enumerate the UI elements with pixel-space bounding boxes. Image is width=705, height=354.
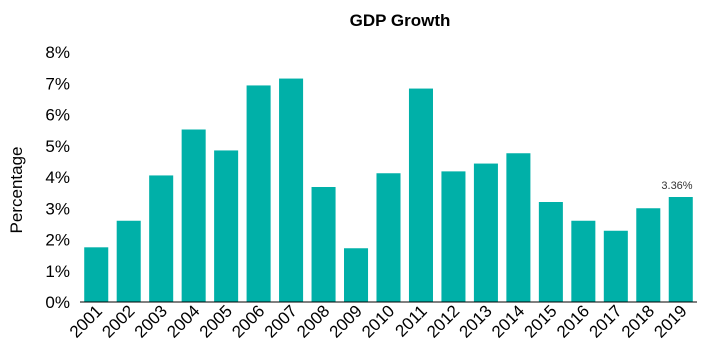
x-axis-ticks: 2001200220032004200520062007200820092010… — [66, 301, 691, 341]
bar-2016 — [571, 220, 596, 302]
bar-2012 — [441, 171, 466, 302]
bar-2010 — [376, 173, 401, 302]
x-tick-label: 2010 — [358, 301, 398, 341]
x-tick-label: 2016 — [553, 301, 593, 341]
x-tick-label: 2011 — [392, 301, 431, 340]
y-tick-label: 2% — [45, 231, 70, 250]
y-axis-ticks: 0% 1% 2% 3% 4% 5% 6% 7% 8% — [45, 43, 70, 312]
bar-2011 — [408, 88, 433, 302]
x-tick-label: 2009 — [326, 301, 366, 341]
bar-2008 — [311, 187, 336, 302]
bar-2005 — [214, 150, 239, 302]
x-tick-label: 2002 — [98, 301, 138, 341]
y-tick-label: 3% — [45, 199, 70, 218]
bars — [84, 78, 693, 302]
chart-title: GDP Growth — [350, 11, 451, 30]
y-tick-label: 4% — [45, 168, 70, 187]
bar-2013 — [473, 163, 498, 302]
x-tick-label: 2015 — [521, 301, 561, 341]
y-tick-label: 6% — [45, 106, 70, 125]
bar-2019 — [668, 197, 693, 302]
bar-2004 — [181, 129, 206, 302]
bar-2007 — [279, 78, 304, 302]
y-tick-label: 0% — [45, 293, 70, 312]
x-tick-label: 2017 — [585, 301, 625, 341]
bar-2003 — [149, 175, 174, 302]
x-tick-label: 2018 — [618, 301, 658, 341]
x-tick-label: 2004 — [163, 301, 203, 341]
x-tick-label: 2003 — [131, 301, 171, 341]
x-tick-label: 2005 — [196, 301, 236, 341]
x-tick-label: 2001 — [66, 301, 106, 341]
bar-2009 — [344, 248, 369, 302]
x-tick-label: 2012 — [423, 301, 463, 341]
x-tick-label: 2007 — [261, 301, 301, 341]
bar-2017 — [603, 230, 628, 302]
y-tick-label: 5% — [45, 137, 70, 156]
bar-2014 — [506, 153, 531, 302]
bar-2006 — [246, 85, 271, 302]
bar-2018 — [636, 208, 661, 302]
y-tick-label: 7% — [45, 74, 70, 93]
y-tick-label: 1% — [45, 262, 70, 281]
y-tick-label: 8% — [45, 43, 70, 62]
data-label: 3.36% — [661, 180, 692, 192]
y-axis-label: Percentage — [7, 147, 26, 234]
x-tick-label: 2006 — [228, 301, 268, 341]
x-tick-label: 2019 — [650, 301, 690, 341]
x-tick-label: 2008 — [293, 301, 333, 341]
data-labels: 3.36% — [661, 180, 692, 192]
bar-2015 — [538, 202, 563, 302]
bar-2002 — [116, 220, 141, 302]
bar-2001 — [84, 247, 109, 302]
x-tick-label: 2013 — [456, 301, 496, 341]
x-tick-label: 2014 — [488, 301, 528, 341]
